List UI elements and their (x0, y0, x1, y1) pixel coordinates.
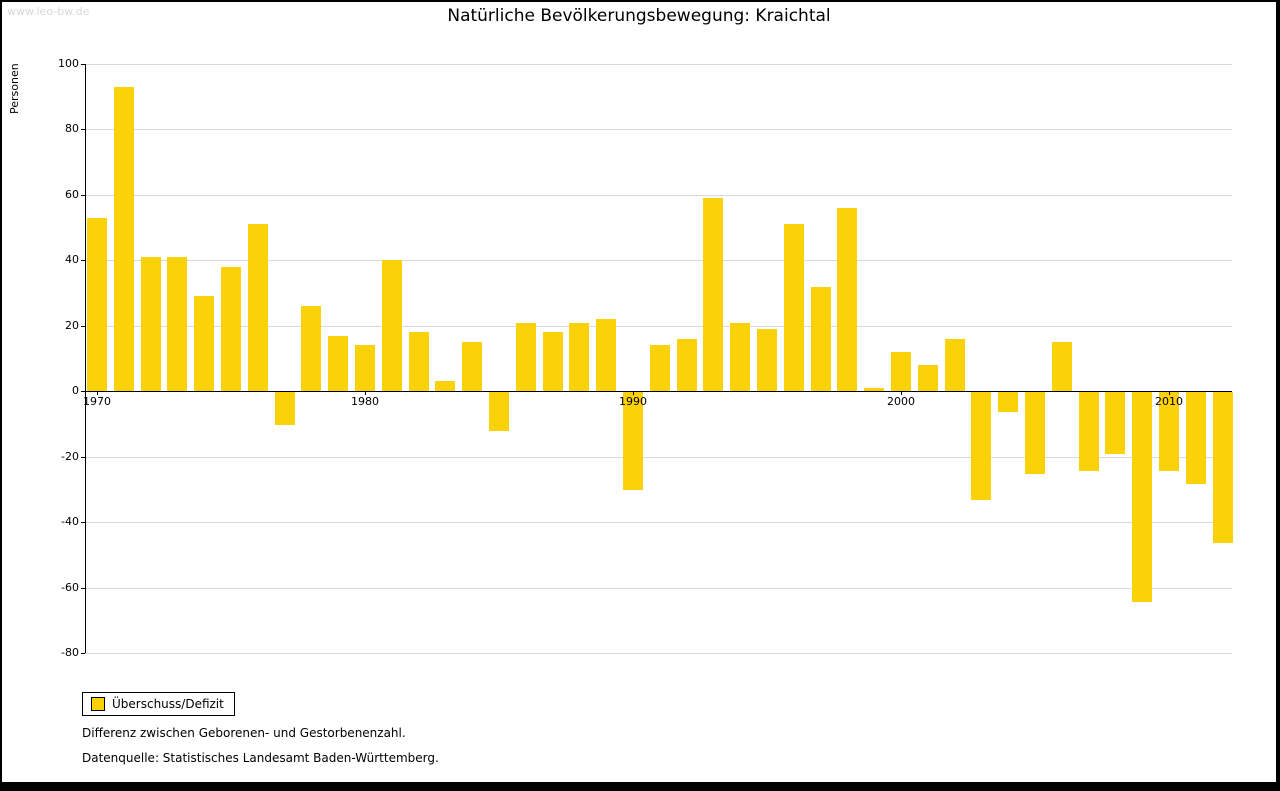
bar-1997 (811, 287, 831, 391)
x-tick-label: 2000 (887, 395, 915, 408)
bar-2002 (945, 339, 965, 391)
y-tick (81, 64, 85, 65)
gridline (85, 522, 1232, 523)
gridline (85, 64, 1232, 65)
bar-1990 (623, 392, 643, 490)
bar-1986 (516, 323, 536, 391)
bar-2010 (1159, 392, 1179, 471)
x-tick (633, 391, 634, 395)
y-tick-label: 0 (72, 384, 79, 397)
legend: Überschuss/Defizit (82, 692, 235, 716)
bar-1981 (382, 260, 402, 391)
bar-1971 (114, 87, 134, 391)
y-tick-label: 100 (58, 57, 79, 70)
bar-2005 (1025, 392, 1045, 474)
bar-2007 (1079, 392, 1099, 471)
bar-1978 (301, 306, 321, 391)
gridline (85, 653, 1232, 654)
bar-1987 (543, 332, 563, 391)
x-tick-label: 1970 (83, 395, 111, 408)
y-tick-label: -20 (61, 450, 79, 463)
y-axis-title: Personen (8, 63, 21, 114)
bar-1983 (435, 381, 455, 391)
bar-2008 (1105, 392, 1125, 454)
x-tick (365, 391, 366, 395)
gridline (85, 326, 1232, 327)
y-tick (81, 391, 85, 392)
bar-1979 (328, 336, 348, 391)
x-tick (901, 391, 902, 395)
footnote-description: Differenz zwischen Geborenen- und Gestor… (82, 726, 406, 740)
y-tick-label: 60 (65, 188, 79, 201)
bar-1992 (677, 339, 697, 391)
bar-2009 (1132, 392, 1152, 602)
y-tick-label: -80 (61, 646, 79, 659)
gridline (85, 588, 1232, 589)
bar-1972 (141, 257, 161, 391)
zero-axis-line (85, 391, 1232, 392)
bar-2000 (891, 352, 911, 391)
y-tick (81, 653, 85, 654)
bar-1984 (462, 342, 482, 391)
bar-2012 (1213, 392, 1233, 543)
bar-2001 (918, 365, 938, 391)
bar-1977 (275, 392, 295, 425)
gridline (85, 195, 1232, 196)
bar-1989 (596, 319, 616, 391)
x-tick (97, 391, 98, 395)
y-tick (81, 522, 85, 523)
gridline (85, 129, 1232, 130)
y-tick (81, 588, 85, 589)
legend-label: Überschuss/Defizit (112, 697, 224, 711)
bar-2003 (971, 392, 991, 500)
bar-1998 (837, 208, 857, 391)
bar-1976 (248, 224, 268, 391)
bar-1970 (87, 218, 107, 391)
bar-1999 (864, 388, 884, 391)
gridline (85, 260, 1232, 261)
y-tick-label: -60 (61, 581, 79, 594)
x-tick-label: 1990 (619, 395, 647, 408)
bar-1996 (784, 224, 804, 391)
chart-title: Natürliche Bevölkerungsbewegung: Kraicht… (447, 6, 831, 26)
x-tick (1169, 391, 1170, 395)
y-tick (81, 457, 85, 458)
y-tick-label: 40 (65, 253, 79, 266)
y-tick-label: 80 (65, 122, 79, 135)
bar-1980 (355, 345, 375, 391)
x-tick-label: 1980 (351, 395, 379, 408)
bar-2006 (1052, 342, 1072, 391)
bar-1991 (650, 345, 670, 391)
footnote-source: Datenquelle: Statistisches Landesamt Bad… (82, 751, 439, 765)
y-axis-line (85, 64, 86, 653)
y-tick (81, 129, 85, 130)
bar-1985 (489, 392, 509, 431)
y-tick (81, 260, 85, 261)
y-tick-label: 20 (65, 319, 79, 332)
bar-1994 (730, 323, 750, 391)
y-tick (81, 326, 85, 327)
bar-1975 (221, 267, 241, 391)
watermark: www.leo-bw.de (7, 5, 90, 18)
bar-1982 (409, 332, 429, 391)
bar-1995 (757, 329, 777, 391)
bar-1993 (703, 198, 723, 391)
bar-2004 (998, 392, 1018, 412)
x-tick-label: 2010 (1155, 395, 1183, 408)
bar-1973 (167, 257, 187, 391)
bar-1974 (194, 296, 214, 391)
bar-2011 (1186, 392, 1206, 484)
gridline (85, 457, 1232, 458)
y-tick (81, 195, 85, 196)
legend-swatch-icon (91, 697, 105, 711)
y-tick-label: -40 (61, 515, 79, 528)
bar-1988 (569, 323, 589, 391)
